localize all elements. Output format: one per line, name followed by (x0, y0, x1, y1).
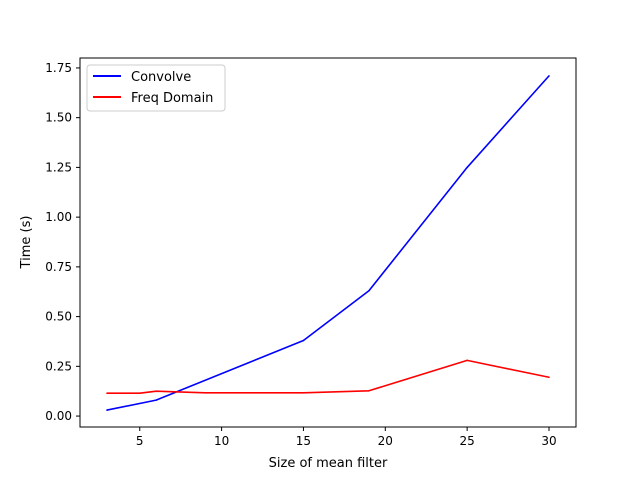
plot-background (80, 58, 576, 427)
x-tick-label: 25 (460, 434, 475, 448)
plot-frame (79, 57, 577, 428)
series-line-freq-domain (107, 359, 550, 394)
legend: Convolve Freq Domain (86, 64, 226, 112)
data-point-convolve (368, 289, 370, 292)
y-tick-label: 0.75 (45, 260, 72, 274)
y-tick-label: 0.50 (45, 310, 72, 324)
y-tick-label: 1.50 (45, 111, 72, 125)
data-point-freq-domain (302, 391, 305, 394)
data-point-convolve (155, 399, 157, 401)
legend-box (86, 64, 226, 112)
x-tick-label: 20 (378, 434, 393, 448)
data-point-freq-domain (548, 376, 550, 379)
data-point-freq-domain (368, 389, 370, 392)
y-axis-label: Time (s) (19, 216, 34, 270)
data-point-freq-domain (204, 391, 207, 394)
y-tick-label: 0.25 (45, 359, 72, 373)
data-point-freq-domain (106, 392, 108, 394)
data-point-freq-domain (138, 392, 141, 394)
series-line-convolve (106, 75, 550, 411)
x-axis-label: Size of mean filter (269, 456, 388, 471)
y-tick-label: 0.00 (45, 409, 72, 423)
y-tick-label: 1.75 (45, 61, 72, 75)
x-tick-label: 15 (296, 434, 311, 448)
x-tick-label: 5 (136, 434, 144, 448)
y-tick-label: 1.00 (45, 210, 72, 224)
data-point-freq-domain (466, 359, 468, 362)
data-point-convolve (548, 75, 550, 77)
x-tick-label: 10 (214, 434, 229, 448)
data-point-convolve (106, 409, 108, 411)
axes-layer: 5 10 15 20 25 30 0.00 0.25 0.50 0.75 1.00 1.25 1.50 1… (45, 61, 556, 448)
data-point-convolve (302, 339, 305, 342)
series-layer (106, 75, 550, 411)
legend-label-freq-domain: Freq Domain (131, 91, 213, 106)
data-point-convolve (466, 166, 468, 169)
data-point-freq-domain (155, 390, 157, 392)
y-tick-label: 1.25 (45, 160, 72, 174)
x-tick-label: 30 (541, 434, 556, 448)
legend-label-convolve: Convolve (131, 70, 191, 85)
